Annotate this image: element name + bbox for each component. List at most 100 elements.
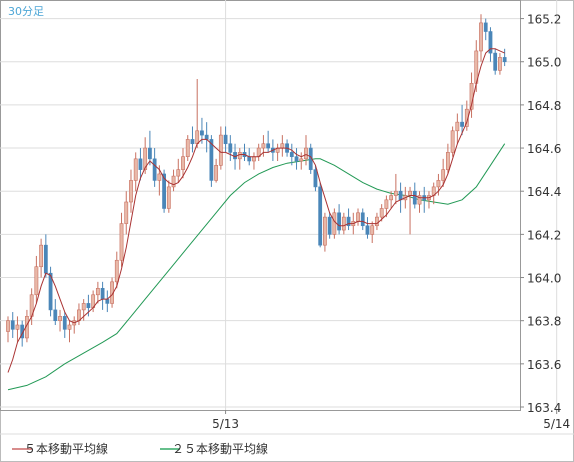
candle-down xyxy=(327,216,332,235)
y-tick-label: 163.6 xyxy=(527,358,561,372)
candle-down xyxy=(148,147,152,160)
candle-up xyxy=(252,156,256,162)
candle-up xyxy=(375,216,379,227)
candle-down xyxy=(190,139,195,145)
y-tick-label: 163.4 xyxy=(527,401,561,415)
y-tick-label: 164.0 xyxy=(527,272,561,286)
candle-up xyxy=(95,288,100,296)
candle-down xyxy=(62,316,67,330)
legend: ５本移動平均線 ２５本移動平均線 xyxy=(12,441,268,456)
candle-down xyxy=(209,139,214,181)
candle-up xyxy=(171,175,176,188)
candle-down xyxy=(488,31,493,54)
candle-up xyxy=(6,320,10,332)
candle-down xyxy=(289,152,294,157)
candle-up xyxy=(445,152,450,170)
x-tick-label: 5/14 xyxy=(543,417,570,431)
candle-down xyxy=(152,158,157,181)
x-tick-label: 5/13 xyxy=(212,417,239,431)
candle-down xyxy=(48,272,53,311)
x-axis-ticks: 5/13 5/14 xyxy=(212,410,570,431)
candle-up xyxy=(436,180,441,188)
y-tick-label: 164.8 xyxy=(527,99,561,113)
candle-up xyxy=(441,169,446,181)
candle-up xyxy=(389,195,394,201)
candle-down xyxy=(247,156,252,162)
candle-down xyxy=(162,173,166,209)
candle-down xyxy=(105,298,110,304)
candle-down xyxy=(460,121,464,127)
candle-up xyxy=(124,201,129,224)
candle-up xyxy=(393,190,398,196)
y-tick-label: 163.8 xyxy=(527,315,561,329)
candle-up xyxy=(114,259,119,283)
candle-up xyxy=(323,216,327,246)
y-tick-label: 165.0 xyxy=(527,56,561,70)
y-axis-ticks: 165.2 165.0 164.8 164.6 164.4 164.2 164.0 163.8… xyxy=(520,13,561,415)
candle-up xyxy=(450,130,455,153)
candle-up xyxy=(384,199,389,209)
candle-up xyxy=(304,147,308,160)
candle-down xyxy=(337,212,342,231)
candle-up xyxy=(408,190,412,196)
candle-up xyxy=(417,195,422,205)
candles-layer xyxy=(6,14,507,347)
candle-up xyxy=(157,173,162,181)
candle-down xyxy=(398,190,403,201)
candle-down xyxy=(365,225,370,235)
candle-down xyxy=(412,190,417,205)
candle-up xyxy=(370,225,375,235)
y-tick-label: 164.2 xyxy=(527,228,561,242)
candle-down xyxy=(313,169,318,188)
candle-down xyxy=(360,212,365,227)
y-tick-label: 164.6 xyxy=(527,142,561,156)
plot-area xyxy=(0,0,521,411)
candle-up xyxy=(299,158,304,162)
candle-up xyxy=(129,180,133,203)
candle-down xyxy=(318,186,323,246)
candle-down xyxy=(233,152,237,160)
candle-up xyxy=(133,158,138,181)
candle-up xyxy=(119,223,124,261)
candle-up xyxy=(498,57,502,71)
ma5-line xyxy=(7,48,505,373)
y-tick-label: 165.2 xyxy=(527,13,561,27)
candle-up xyxy=(455,121,460,132)
candle-up xyxy=(280,143,285,149)
candle-up xyxy=(379,208,384,218)
candle-down xyxy=(86,303,91,309)
candle-down xyxy=(294,156,299,162)
candle-down xyxy=(493,52,498,71)
candle-down xyxy=(502,57,507,63)
legend-label: ２５本移動平均線 xyxy=(172,441,268,456)
candle-up xyxy=(81,303,86,311)
candle-up xyxy=(34,266,39,296)
candle-up xyxy=(218,134,223,166)
candle-down xyxy=(223,134,228,145)
candle-down xyxy=(10,320,15,330)
candle-up xyxy=(341,216,346,231)
candle-down xyxy=(43,244,48,274)
candle-down xyxy=(346,216,351,227)
candle-up xyxy=(181,156,185,170)
candle-up xyxy=(15,324,20,330)
candle-up xyxy=(237,152,242,160)
candle-down xyxy=(200,130,204,136)
candle-down xyxy=(53,309,58,321)
candle-up xyxy=(195,130,200,145)
candle-up xyxy=(479,22,483,52)
candle-up xyxy=(185,139,190,157)
candle-up xyxy=(58,316,62,321)
candle-down xyxy=(100,288,105,300)
candle-up xyxy=(67,324,72,330)
y-tick-label: 164.4 xyxy=(527,185,561,199)
candle-down xyxy=(138,158,143,170)
candle-down xyxy=(228,143,233,153)
candle-up xyxy=(332,212,337,235)
candle-up xyxy=(356,212,360,222)
candle-up xyxy=(166,186,171,209)
candle-up xyxy=(261,143,266,149)
period-label[interactable]: 30分足 xyxy=(8,5,44,18)
candle-down xyxy=(483,22,488,32)
